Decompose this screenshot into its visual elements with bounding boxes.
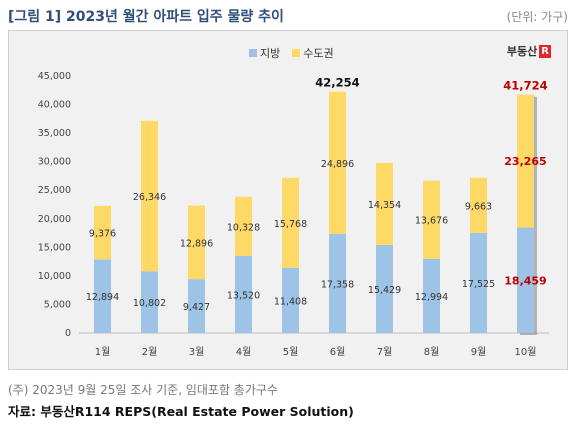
- bar-capital-1월: [94, 205, 111, 260]
- data-label-local: 12,994: [415, 292, 448, 303]
- x-tick-label: 8월: [424, 346, 440, 358]
- bar-capital-6월: [329, 91, 346, 234]
- x-tick-label: 4월: [236, 346, 252, 358]
- source-label: 자료: 부동산R114 REPS(Real Estate Power Solut…: [8, 404, 354, 419]
- y-tick-label: 40,000: [38, 100, 71, 111]
- bar-capital-5월: [282, 177, 299, 268]
- bar-local-9월: [470, 232, 487, 333]
- bar-capital-2월: [141, 120, 158, 272]
- data-label-local: 15,429: [368, 285, 401, 296]
- x-tick-label: 9월: [471, 346, 487, 358]
- data-label-capital: 15,768: [274, 219, 307, 230]
- bar-capital-8월: [423, 180, 440, 259]
- data-label-local: 9,427: [183, 302, 210, 313]
- x-tick-label: 1월: [95, 346, 111, 358]
- bar-capital-4월: [235, 196, 252, 256]
- bar-capital-10월: [517, 94, 534, 228]
- data-label-capital: 10,328: [227, 222, 260, 233]
- data-label-local: 10,802: [133, 298, 166, 309]
- data-label-capital: 12,896: [180, 238, 213, 249]
- bar-local-6월: [329, 233, 346, 333]
- data-label-capital: 9,663: [465, 201, 492, 212]
- bar-local-2월: [141, 271, 158, 333]
- legend: 지방 수도권: [249, 45, 334, 61]
- y-tick-label: 15,000: [38, 242, 71, 253]
- bar-capital-7월: [376, 162, 393, 245]
- bar-local-8월: [423, 258, 440, 333]
- data-label-local: 18,459: [504, 274, 546, 287]
- legend-swatch-local: [249, 49, 257, 57]
- legend-swatch-capital: [292, 49, 301, 57]
- chart-frame: 0 5,000 10,000 15,000 20,000 25,000 30,000 35,0…: [8, 30, 568, 370]
- bar-local-5월: [282, 267, 299, 333]
- footnote: (주) 2023년 9월 25일 조사 기준, 임대포함 총가구수: [8, 383, 278, 397]
- r114-logo: 부동산 R: [507, 43, 551, 59]
- data-label-capital: 26,346: [133, 192, 166, 203]
- bar-local-7월: [376, 244, 393, 333]
- data-label-local: 17,358: [321, 279, 354, 290]
- y-tick-label: 35,000: [38, 128, 71, 139]
- data-label-local: 11,408: [274, 296, 307, 307]
- unit-label: (단위: 가구): [506, 10, 568, 24]
- data-label-local: 17,525: [462, 279, 495, 290]
- x-tick-label: 3월: [189, 346, 205, 358]
- data-label-local: 12,894: [86, 292, 119, 303]
- x-tick-label: 2월: [142, 346, 158, 358]
- y-tick-label: 20,000: [38, 214, 71, 225]
- bar-capital-3월: [188, 205, 205, 280]
- y-tick-label: 5,000: [44, 299, 71, 310]
- x-tick-label: 6월: [330, 346, 346, 358]
- data-label-capital: 13,676: [415, 216, 448, 227]
- data-label-capital: 24,896: [321, 159, 354, 170]
- data-label-capital: 23,265: [504, 155, 546, 168]
- bar-capital-9월: [470, 177, 487, 233]
- data-label-local: 13,520: [227, 290, 260, 301]
- y-tick-label: 10,000: [38, 271, 71, 282]
- chart-title: [그림 1] 2023년 월간 아파트 입주 물량 추이: [8, 9, 284, 25]
- bar-local-10월: [517, 227, 534, 333]
- bar-local-3월: [188, 279, 205, 333]
- y-tick-label: 25,000: [38, 185, 71, 196]
- y-tick-label: 45,000: [38, 71, 71, 82]
- total-label-10월: 41,724: [503, 79, 547, 93]
- stacked-bar-chart: 0 5,000 10,000 15,000 20,000 25,000 30,000 35,0…: [38, 71, 549, 358]
- total-label-6월: 42,254: [315, 76, 359, 90]
- data-label-capital: 14,354: [368, 200, 401, 211]
- x-tick-label: 5월: [283, 346, 299, 358]
- legend-item-capital: 수도권: [292, 45, 334, 61]
- data-label-capital: 9,376: [89, 229, 116, 240]
- logo-mark: R: [539, 44, 551, 58]
- logo-text: 부동산: [506, 45, 538, 58]
- legend-label-capital: 수도권: [303, 47, 334, 60]
- x-tick-label: 10월: [515, 346, 537, 358]
- legend-item-local: 지방: [249, 45, 280, 61]
- x-tick-label: 7월: [377, 346, 393, 358]
- legend-label-local: 지방: [260, 47, 281, 60]
- bar-local-1월: [94, 259, 111, 333]
- bar-local-4월: [235, 255, 252, 333]
- y-tick-label: 0: [65, 328, 71, 339]
- y-tick-label: 30,000: [38, 157, 71, 168]
